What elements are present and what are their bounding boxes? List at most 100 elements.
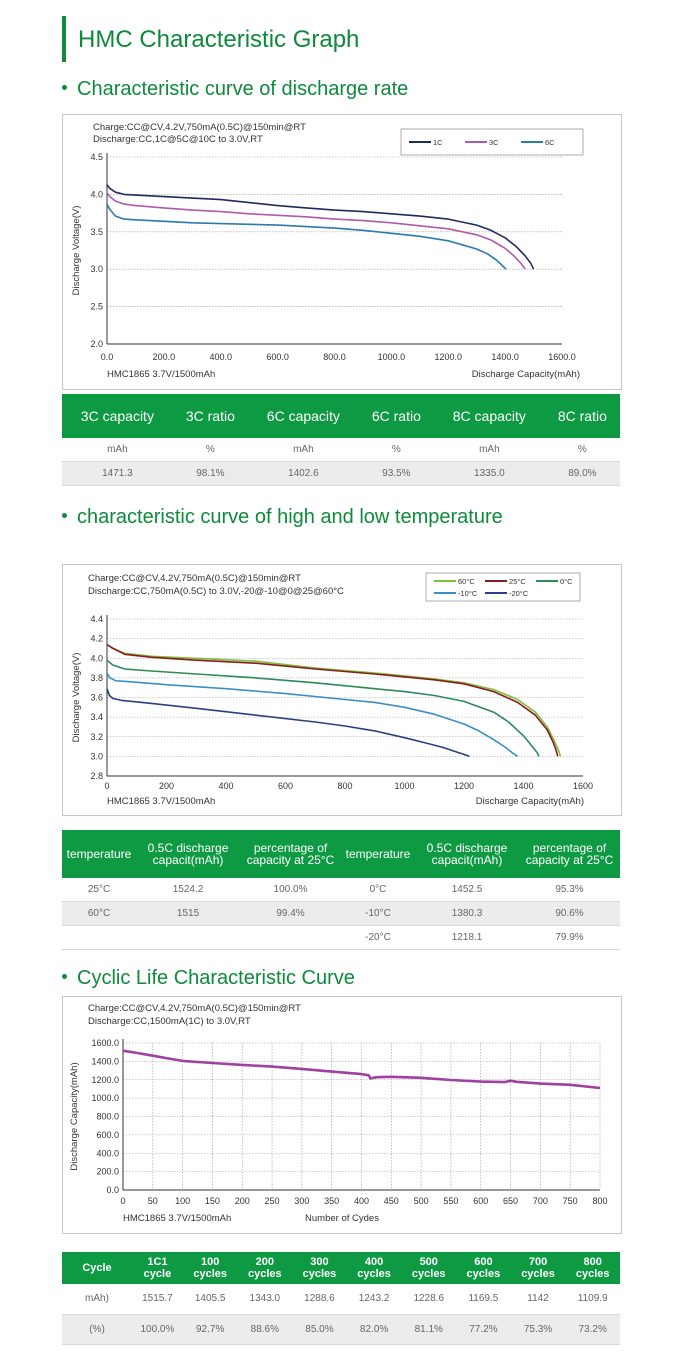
table-cell: 1169.5 [456, 1284, 511, 1315]
model-label: HMC1865 3.7V/1500mAh [123, 1213, 231, 1224]
table-row: 60°C 1515 99.4% -10°C 1380.3 90.6% [62, 901, 620, 926]
table-row: (%) 100.0% 92.7% 88.6% 85.0% 82.0% 81.1%… [62, 1314, 620, 1345]
model-label: HMC1865 3.7V/1500mAh [107, 796, 215, 807]
table-header-cell: 600 cycles [456, 1252, 511, 1284]
table-row: -20°C 1218.1 79.9% [62, 925, 620, 950]
x-axis-label: Number of Cydes [305, 1213, 379, 1224]
table-cell: % [172, 438, 248, 462]
x-tick-label: 500 [414, 1196, 429, 1206]
section-title-text: Characteristic curve of discharge rate [77, 78, 409, 100]
table-header-cell: 400 cycles [346, 1252, 402, 1284]
table-cell: 1380.3 [414, 901, 520, 926]
chart-svg: Charge:CC@CV,4.2V,750mA(0.5C)@150min@RTD… [71, 122, 584, 380]
y-tick-label: 3.5 [90, 227, 103, 237]
legend-label: 25°C [509, 577, 526, 586]
table-cell: 98.1% [172, 461, 248, 486]
y-tick-label: 600.0 [96, 1130, 119, 1140]
x-tick-label: 0 [120, 1196, 125, 1206]
y-tick-label: 1000.0 [91, 1093, 119, 1103]
table-cell: mAh [247, 438, 359, 462]
table-cell [240, 925, 341, 950]
table-header-cell: temperature [340, 830, 415, 878]
y-tick-label: 1200.0 [91, 1075, 119, 1085]
x-tick-label: 450 [384, 1196, 399, 1206]
table-header-cell: 8C ratio [544, 394, 620, 438]
table-row: 25°C 1524.2 100.0% 0°C 1452.5 95.3% [62, 878, 620, 902]
x-axis-label: Discharge Capacity(mAh) [476, 796, 584, 807]
y-tick-label: 3.8 [90, 673, 103, 683]
y-tick-label: 3.2 [90, 732, 103, 742]
y-tick-label: 4.0 [90, 653, 103, 663]
temperature-table: temperature 0.5C discharge capacit(mAh) … [62, 830, 620, 950]
table-header-cell: 100 cycles [182, 1252, 238, 1284]
chart-note: Charge:CC@CV,4.2V,750mA(0.5C)@150min@RT [88, 1003, 301, 1014]
table-cell: 1515.7 [132, 1284, 183, 1315]
legend-label: 1C [433, 138, 443, 147]
section-title-text: characteristic curve of high and low tem… [77, 506, 503, 528]
x-tick-label: 100 [175, 1196, 190, 1206]
x-tick-label: 1200 [454, 781, 474, 791]
bullet-icon [62, 974, 67, 980]
series-line-3C [106, 192, 526, 270]
x-tick-label: 1600.0 [548, 352, 576, 362]
page-title: HMC Characteristic Graph [78, 26, 360, 53]
x-tick-label: 250 [265, 1196, 280, 1206]
y-axis-label: Discharge Voltage(V) [71, 653, 82, 743]
table-cell: 0°C [340, 878, 415, 902]
table-header-cell: 200 cycles [237, 1252, 293, 1284]
table-cell: 89.0% [544, 461, 620, 486]
cycle-life-chart: Charge:CC@CV,4.2V,750mA(0.5C)@150min@RT D… [62, 996, 622, 1234]
series-line-0°C [106, 659, 540, 757]
table-header-cell: 0.5C discharge capacit(mAh) [414, 830, 520, 878]
table-header-cell: temperature [62, 830, 136, 878]
table-header-cell: 800 cycles [565, 1252, 620, 1284]
x-tick-label: 1200.0 [434, 352, 462, 362]
chart-note: Charge:CC@CV,4.2V,750mA(0.5C)@150min@RT [88, 573, 301, 584]
y-tick-label: 2.5 [90, 302, 103, 312]
table-cell: 75.3% [510, 1314, 566, 1345]
table-cell [62, 925, 136, 950]
x-tick-label: 200 [159, 781, 174, 791]
y-tick-label: 3.0 [90, 751, 103, 761]
table-cell: mAh [62, 438, 173, 462]
chart-note: Charge:CC@CV,4.2V,750mA(0.5C)@150min@RT [93, 122, 306, 133]
x-tick-label: 600 [278, 781, 293, 791]
x-tick-label: 150 [205, 1196, 220, 1206]
x-tick-label: 1400.0 [491, 352, 519, 362]
table-header-cell: 3C capacity [62, 394, 173, 438]
table-cell: -10°C [340, 901, 415, 926]
chart-note: Discharge:CC,1C@5C@10C to 3.0V,RT [93, 134, 263, 145]
series-line-60°C [106, 643, 562, 757]
table-cell: 90.6% [519, 901, 620, 926]
x-tick-label: 700 [533, 1196, 548, 1206]
table-cell: 1402.6 [247, 461, 359, 486]
table-cell: 82.0% [346, 1314, 402, 1345]
table-header-cell: 0.5C discharge capacit(mAh) [136, 830, 241, 878]
x-tick-label: 200 [235, 1196, 250, 1206]
table-header-cell: 6C ratio [358, 394, 434, 438]
bullet-icon [62, 85, 67, 91]
chart-svg: Charge:CC@CV,4.2V,750mA(0.5C)@150min@RT D… [71, 572, 593, 807]
x-tick-label: 0.0 [101, 352, 114, 362]
table-cell: 100.0% [132, 1314, 183, 1345]
x-tick-label: 1600 [573, 781, 593, 791]
table-header-cell: percentage of capacity at 25°C [519, 830, 620, 878]
table-header-cell: 300 cycles [292, 1252, 347, 1284]
table-header-cell: 3C ratio [172, 394, 248, 438]
section-title-discharge-rate: Characteristic curve of discharge rate [62, 78, 408, 101]
legend-label: -20°C [509, 589, 529, 598]
x-tick-label: 1000 [394, 781, 414, 791]
table-header-cell: percentage of capacity at 25°C [240, 830, 341, 878]
legend-label: 0°C [560, 577, 573, 586]
x-tick-label: 800 [592, 1196, 607, 1206]
x-tick-label: 650 [503, 1196, 518, 1206]
table-cell: mAh) [62, 1284, 132, 1315]
table-cell: 25°C [62, 878, 136, 902]
table-cell: 81.1% [401, 1314, 457, 1345]
x-tick-label: 350 [324, 1196, 339, 1206]
x-axis-label: Discharge Capacity(mAh) [472, 369, 580, 380]
table-cell: 1471.3 [62, 461, 173, 486]
table-cell: 1335.0 [433, 461, 545, 486]
table-cell: 1343.0 [237, 1284, 293, 1315]
y-tick-label: 3.0 [90, 264, 103, 274]
